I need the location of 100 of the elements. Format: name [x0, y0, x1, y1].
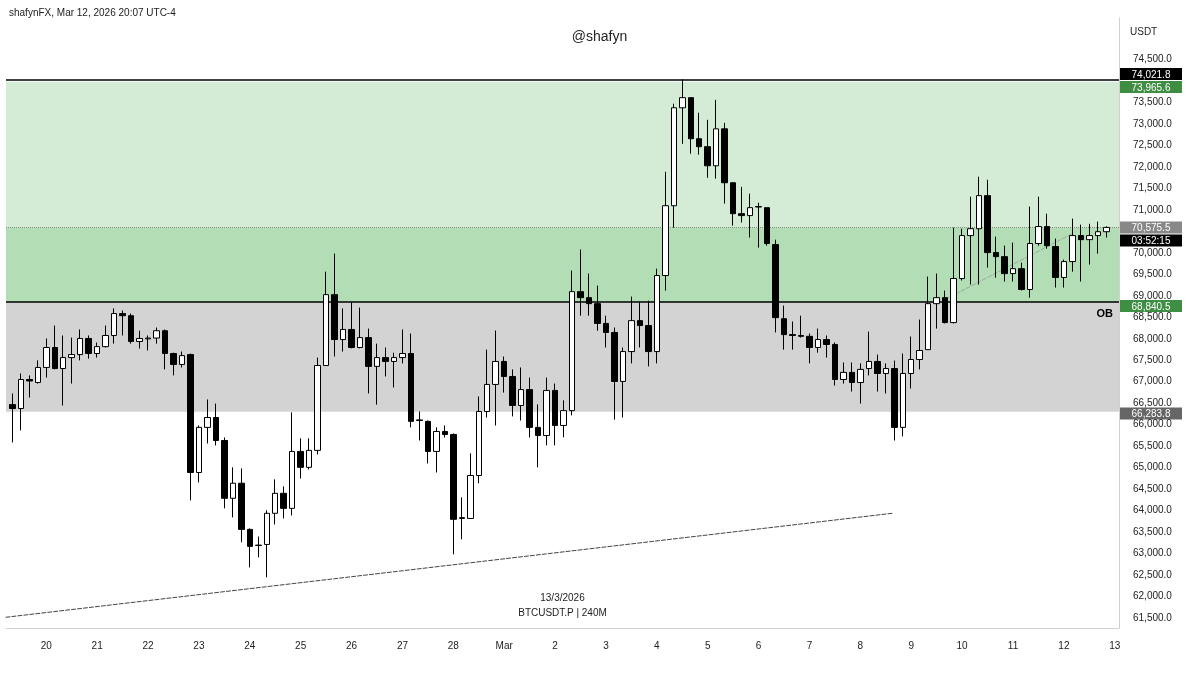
x-tick-label: 9	[908, 639, 915, 651]
candlestick	[102, 325, 109, 348]
candlestick	[535, 403, 541, 468]
x-tick-label: 28	[447, 639, 460, 651]
candlestick	[416, 410, 423, 441]
candlestick	[1061, 259, 1067, 289]
candlestick	[35, 359, 41, 385]
x-tick-label: Mar	[495, 639, 514, 651]
candlestick	[518, 366, 524, 422]
candlestick	[501, 356, 507, 394]
candlestick	[789, 321, 796, 351]
candlestick	[85, 334, 92, 360]
candlestick	[162, 328, 168, 370]
candlestick	[119, 310, 126, 336]
candlestick	[365, 328, 372, 394]
candlestick	[1035, 196, 1042, 247]
candlestick	[153, 327, 160, 345]
candlestick	[967, 196, 974, 286]
candlestick	[747, 193, 753, 239]
x-tick-label: 6	[755, 639, 762, 651]
y-tick-label: 64,000.0	[1133, 504, 1173, 516]
candlestick	[1078, 224, 1084, 283]
candlestick	[391, 352, 397, 388]
candlestick	[170, 352, 177, 376]
y-tick-label: 63,500.0	[1133, 525, 1173, 537]
annotation: BTCUSDT.P | 240M	[518, 606, 607, 618]
candlestick	[264, 509, 270, 578]
candlestick	[1095, 221, 1101, 255]
candlestick	[43, 337, 50, 379]
candlestick	[857, 362, 864, 405]
x-tick-label: 2	[552, 639, 559, 651]
candlestick	[620, 346, 626, 419]
y-tick-label: 72,000.0	[1133, 160, 1173, 172]
candlestick	[738, 186, 745, 223]
band-label: 66,283.8	[1131, 407, 1171, 419]
candlestick	[560, 399, 567, 438]
y-tick-label: 69,000.0	[1133, 289, 1173, 301]
candlestick	[374, 343, 380, 406]
y-tick-label: 73,500.0	[1133, 96, 1173, 108]
candlestick	[1044, 213, 1050, 250]
candlestick	[467, 452, 474, 519]
candlestick	[526, 377, 533, 438]
candlestick	[806, 333, 813, 364]
candlestick	[984, 179, 991, 269]
candlestick	[111, 307, 117, 345]
candlestick	[272, 478, 278, 525]
candlestick	[798, 315, 804, 339]
candlestick	[26, 374, 33, 399]
candlestick	[900, 353, 906, 437]
candlestick	[145, 334, 151, 351]
candlestick	[1086, 223, 1093, 266]
candlestick	[492, 330, 499, 426]
y-axis-title: USDT	[1130, 25, 1158, 37]
y-tick-label: 62,500.0	[1133, 568, 1173, 580]
text: @shafyn	[571, 28, 628, 44]
candlestick	[603, 315, 609, 348]
candlestick	[611, 327, 618, 421]
text: 03:52:15	[1131, 234, 1171, 246]
candlestick	[77, 328, 83, 361]
candlestick	[128, 313, 134, 345]
candlestick	[866, 331, 872, 376]
y-tick-label: 68,000.0	[1133, 332, 1173, 344]
candlestick	[289, 411, 295, 516]
candlestick	[399, 328, 406, 364]
y-tick-label: 68,500.0	[1133, 311, 1173, 323]
ref-line-label: 70,575.5	[1131, 221, 1171, 233]
candlestick	[196, 424, 202, 483]
candlestick	[18, 372, 24, 431]
y-tick-label: 67,000.0	[1133, 375, 1173, 387]
y-tick-label: 71,500.0	[1133, 182, 1173, 194]
y-tick-label: 62,000.0	[1133, 590, 1173, 602]
candlestick	[815, 328, 821, 354]
x-tick-label: 10	[956, 639, 969, 651]
candlestick	[959, 228, 965, 281]
candlestick	[704, 119, 711, 179]
candlestick	[459, 496, 465, 540]
x-tick-label: 22	[142, 639, 155, 651]
candlestick	[916, 319, 923, 370]
candlestick	[9, 392, 16, 443]
candlestick	[543, 377, 550, 446]
y-tick-label: 73,000.0	[1133, 117, 1173, 129]
candlestick	[179, 351, 185, 368]
candlestick	[696, 112, 702, 156]
chart-subtitle: shafynFX, Mar 12, 2026 20:07 UTC-4	[9, 6, 177, 18]
x-tick-label: 5	[704, 639, 711, 651]
candlestick	[450, 432, 457, 555]
candlestick	[476, 395, 482, 484]
candlestick	[204, 398, 211, 444]
candlestick	[314, 357, 321, 455]
band-label: 68,840.5	[1131, 300, 1171, 312]
candlestick	[1010, 242, 1016, 283]
x-tick-label: 8	[857, 639, 864, 651]
x-tick-label: 12	[1058, 639, 1070, 651]
candlestick	[730, 182, 736, 227]
x-tick-label: 25	[295, 639, 307, 651]
x-tick-label: 4	[654, 639, 661, 651]
x-tick-label: 27	[396, 639, 409, 651]
y-tick-label: 66,000.0	[1133, 418, 1173, 430]
y-tick-label: 61,500.0	[1133, 611, 1173, 623]
candlestick	[255, 536, 262, 558]
